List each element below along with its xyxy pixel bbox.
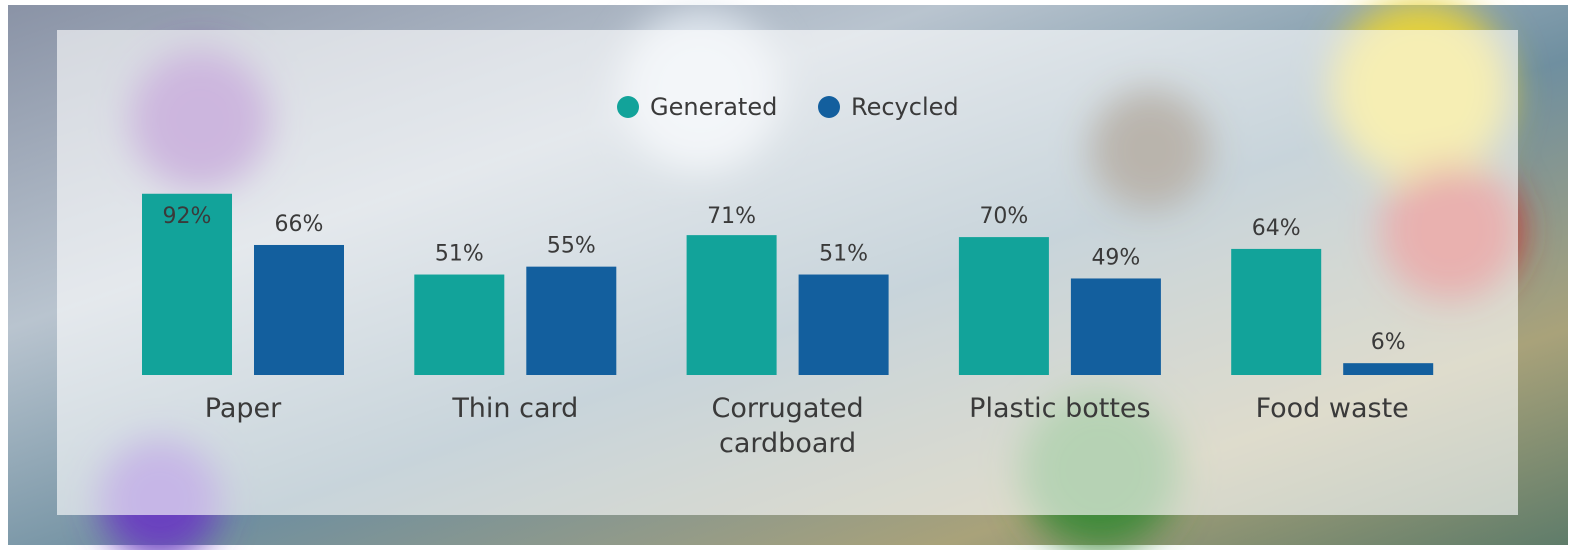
x-tick-label: Corrugated cardboard (668, 391, 908, 461)
bar (1231, 249, 1321, 375)
legend-marker (617, 96, 639, 118)
x-tick-label: Food waste (1212, 391, 1452, 426)
bar (799, 275, 889, 375)
value-label: 64% (1252, 216, 1301, 241)
value-label: 55% (547, 234, 596, 259)
legend-marker (818, 96, 840, 118)
bar (414, 275, 504, 375)
x-tick-label: Thin card (395, 391, 635, 426)
value-label: 51% (435, 242, 484, 267)
value-label: 71% (707, 204, 756, 229)
value-label: 51% (819, 242, 868, 267)
x-tick-label: Plastic bottes (940, 391, 1180, 426)
value-label: 92% (163, 204, 212, 229)
legend-label: Recycled (851, 93, 959, 121)
bar (254, 245, 344, 375)
value-label: 70% (979, 204, 1028, 229)
bar (1071, 278, 1161, 375)
page: Generated Recycled 92% 66% 51% 55% 71% 51% 70% 49… (0, 0, 1576, 550)
x-tick-label: Paper (123, 391, 363, 426)
chart: Generated Recycled 92% 66% 51% 55% 71% 51% 70% 49… (0, 0, 1576, 550)
bar (526, 267, 616, 375)
bar (1343, 363, 1433, 375)
value-label: 66% (275, 212, 324, 237)
bar (959, 237, 1049, 375)
value-label: 6% (1371, 330, 1406, 355)
legend-label: Generated (650, 93, 777, 121)
bar (687, 235, 777, 375)
value-label: 49% (1091, 245, 1140, 270)
